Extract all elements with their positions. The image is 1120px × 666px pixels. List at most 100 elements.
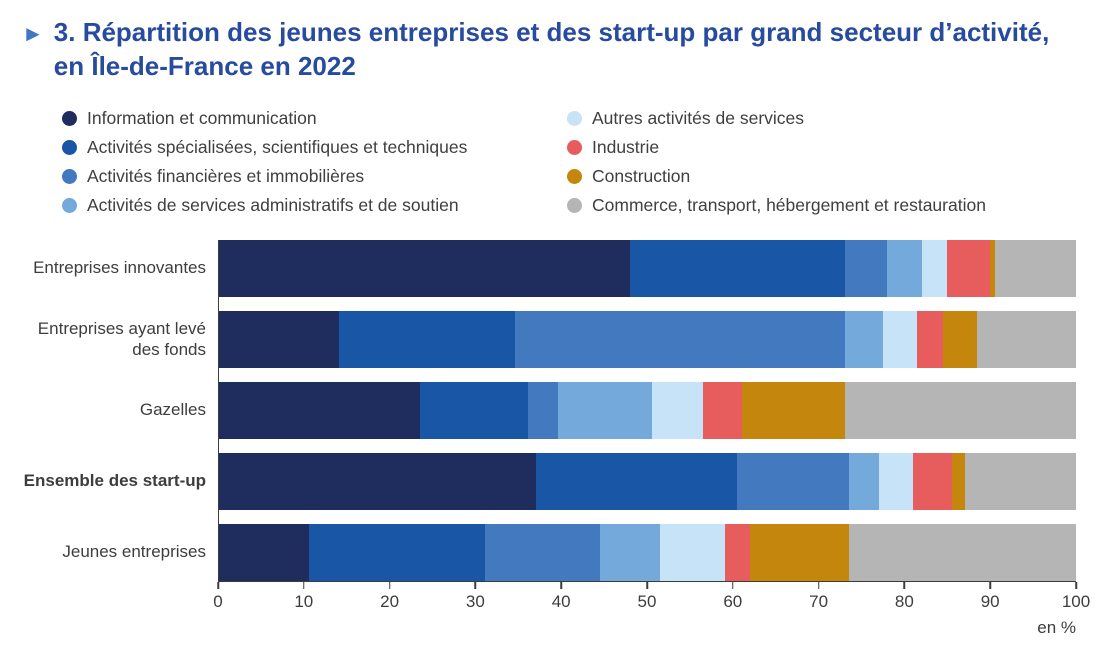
bars	[218, 239, 1076, 582]
legend-item: Construction	[567, 166, 1076, 187]
bar-segment	[703, 381, 742, 439]
row-label: Ensemble des start-up	[23, 471, 206, 491]
stacked-bar	[219, 523, 1076, 581]
bar-segment	[651, 381, 704, 439]
axis-tick-label: 30	[465, 591, 485, 611]
bar-segment	[600, 523, 661, 581]
bar-segment	[921, 239, 948, 297]
bar-segment	[917, 310, 944, 368]
bar-segment	[848, 452, 879, 510]
figure-title: ► 3. Répartition des jeunes entreprises …	[22, 16, 1076, 84]
axis-tick	[903, 581, 906, 589]
legend: Information et communication Activités sp…	[62, 108, 1076, 216]
legend-label: Activités financières et immobilières	[87, 165, 365, 186]
legend-label: Industrie	[592, 136, 660, 157]
bar-segment	[219, 310, 339, 368]
bar-segment	[741, 381, 845, 439]
bar-segment	[844, 381, 1076, 439]
row-label: Jeunes entreprises	[62, 542, 206, 562]
axis-tick	[646, 581, 648, 589]
legend-label: Information et communication	[87, 107, 317, 128]
axis-tick-label: 20	[380, 591, 400, 611]
legend-dot-icon	[567, 139, 582, 155]
legend-label: Activités de services administratifs et …	[87, 194, 459, 215]
bar-segment	[219, 381, 421, 439]
legend-item: Commerce, transport, hébergement et rest…	[567, 195, 1076, 216]
axis-tick-label: 80	[894, 591, 914, 611]
bar-segment	[219, 452, 537, 510]
legend-item: Activités de services administratifs et …	[62, 195, 567, 216]
bar-segment	[878, 452, 914, 510]
legend-item: Activités financières et immobilières	[62, 166, 567, 187]
plot-area: 0 10 20 30 40 50 60 70 80 90 100 en %	[213, 239, 1090, 638]
bar-segment	[848, 523, 1076, 581]
bar-segment	[990, 239, 995, 297]
stacked-bar	[219, 381, 1076, 439]
legend-item: Information et communication	[62, 108, 567, 129]
row-label: Gazelles	[139, 400, 206, 420]
title-bullet-icon: ►	[22, 21, 44, 46]
page-title: 3. Répartition des jeunes entreprises et…	[53, 17, 1050, 81]
bar-segment	[484, 523, 601, 581]
axis-tick-label: 90	[980, 591, 1000, 611]
bar-segment	[338, 310, 515, 368]
bar-segment	[943, 310, 978, 368]
bar-segment	[219, 523, 309, 581]
legend-item: Industrie	[567, 137, 1076, 158]
bar-segment	[724, 523, 751, 581]
row-label: Entreprises ayant levé des fonds	[37, 318, 206, 360]
axis-tick-label: 70	[809, 591, 829, 611]
legend-label: Construction	[592, 165, 691, 186]
bar-segment	[308, 523, 485, 581]
legend-dot-icon	[62, 168, 77, 184]
bar-segment	[994, 239, 1076, 297]
axis-tick-label: 0	[213, 591, 223, 611]
legend-label: Activités spécialisées, scientifiques et…	[87, 136, 468, 157]
legend-item: Autres activités de services	[567, 108, 1076, 129]
row-label: Entreprises innovantes	[33, 258, 206, 278]
axis-tick-label: 100	[1061, 591, 1091, 611]
bar-segment	[844, 239, 888, 297]
bar-segment	[951, 452, 965, 510]
x-axis-ticks	[217, 581, 1077, 589]
bar-segment	[887, 239, 922, 297]
axis-tick	[560, 581, 562, 589]
axis-tick	[217, 581, 219, 589]
bar-segment	[883, 310, 918, 368]
legend-dot-icon	[567, 197, 582, 213]
legend-dot-icon	[62, 197, 77, 213]
axis-tick	[732, 581, 734, 589]
figure: ► 3. Répartition des jeunes entreprises …	[22, 16, 1090, 638]
bar-segment	[947, 239, 991, 297]
axis-tick-label: 60	[723, 591, 743, 611]
legend-dot-icon	[567, 168, 582, 184]
legend-label: Autres activités de services	[592, 107, 805, 128]
bar-segment	[219, 239, 631, 297]
bar-segment	[514, 310, 845, 368]
y-axis-labels: Entreprises innovantes Entreprises ayant …	[22, 240, 218, 638]
bar-segment	[557, 381, 652, 439]
stacked-bar	[219, 452, 1076, 510]
bar-segment	[737, 452, 849, 510]
axis-tick	[989, 581, 991, 589]
bar-segment	[844, 310, 884, 368]
bar-segment	[750, 523, 849, 581]
x-axis-tick-labels: 0 10 20 30 40 50 60 70 80 90 100	[213, 591, 1090, 614]
legend-dot-icon	[62, 110, 77, 126]
bar-segment	[527, 381, 558, 439]
axis-unit-label: en %	[1037, 617, 1076, 637]
bar-segment	[977, 310, 1076, 368]
bar-segment	[536, 452, 738, 510]
axis-tick	[303, 581, 305, 589]
bar-segment	[630, 239, 845, 297]
axis-tick-label: 10	[294, 591, 314, 611]
axis-tick	[474, 581, 477, 589]
stacked-bar	[219, 239, 1076, 297]
stacked-bar	[219, 310, 1076, 368]
axis-tick-label: 40	[551, 591, 571, 611]
stacked-bar-chart: Entreprises innovantes Entreprises ayant …	[22, 239, 1090, 638]
legend-label: Commerce, transport, hébergement et rest…	[592, 194, 986, 215]
bar-segment	[964, 452, 1076, 510]
axis-tick	[1075, 581, 1077, 589]
axis-tick	[388, 581, 391, 589]
